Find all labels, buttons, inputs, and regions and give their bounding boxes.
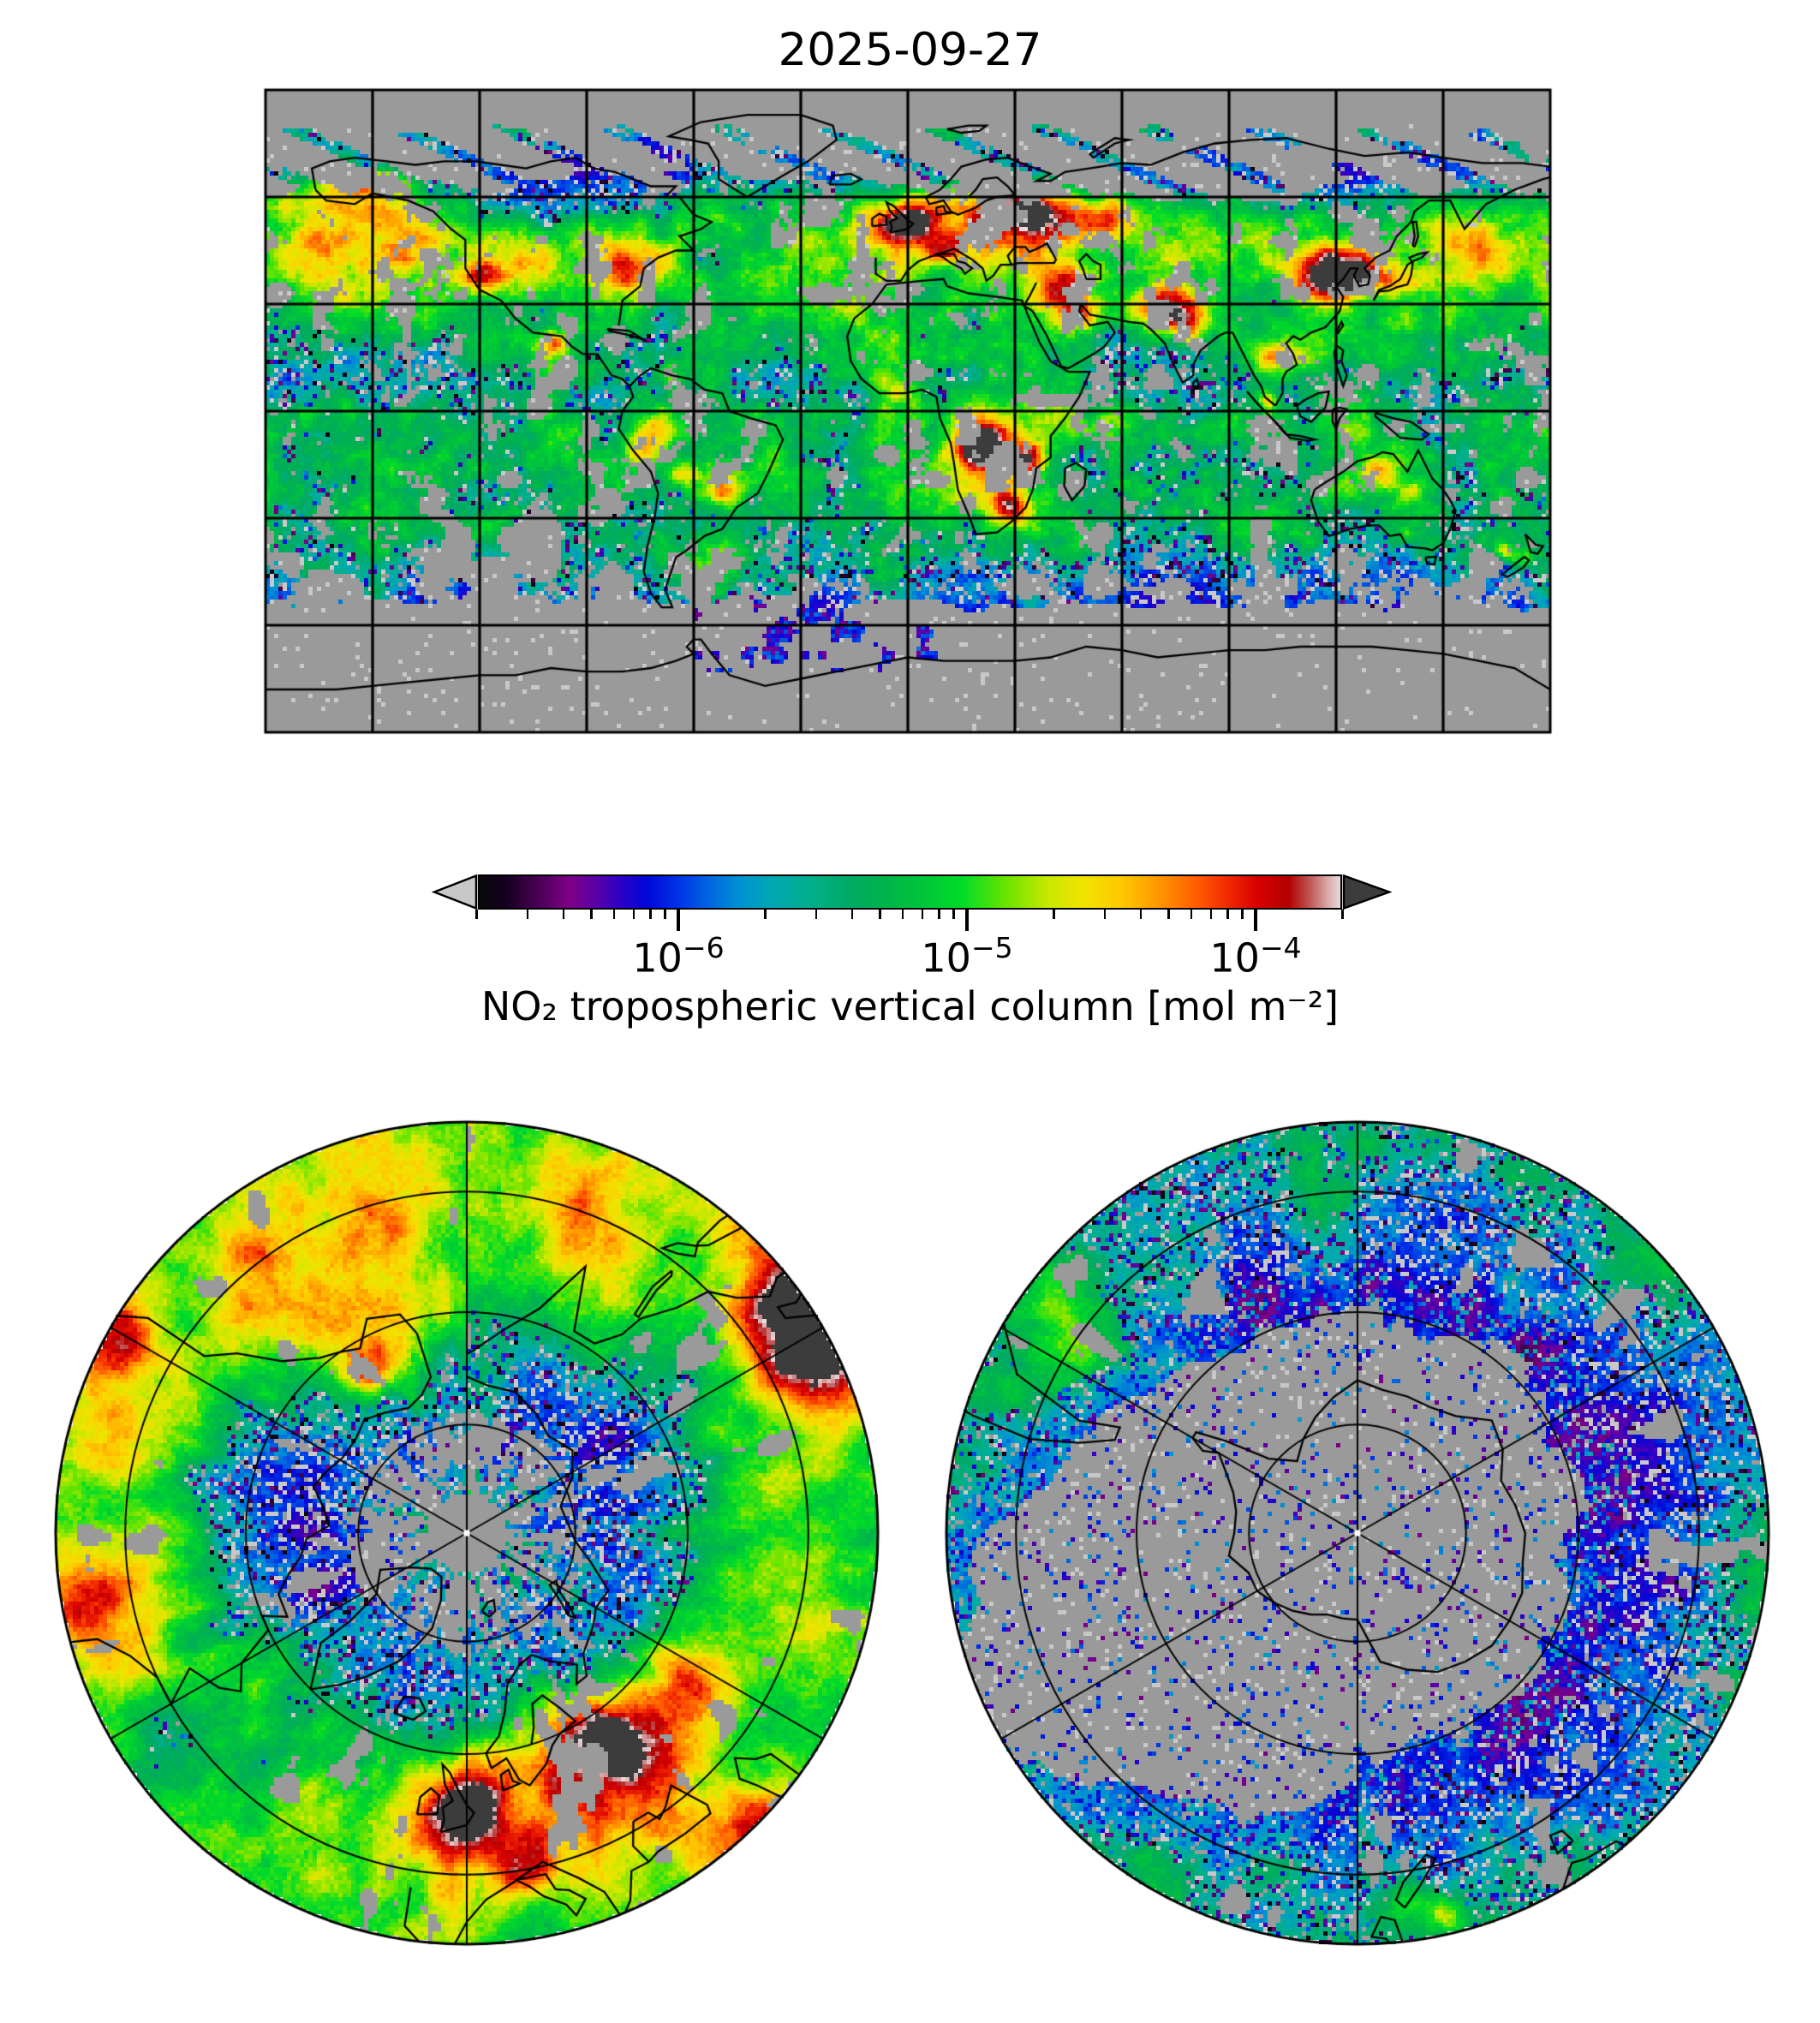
- colorbar-minor-tick: [1190, 910, 1193, 919]
- north-polar-map-canvas: [56, 1122, 878, 1944]
- colorbar-minor-tick: [590, 910, 593, 919]
- global-map-panel: [266, 90, 1550, 732]
- south-polar-panel: [946, 1122, 1769, 1944]
- north-polar-panel: [56, 1122, 878, 1944]
- colorbar-minor-tick: [879, 910, 881, 919]
- colorbar-minor-tick: [901, 910, 904, 919]
- colorbar-minor-tick: [815, 910, 818, 919]
- colorbar-minor-tick: [612, 910, 616, 919]
- colorbar-minor-tick: [1209, 910, 1213, 919]
- global-no2-map-canvas: [266, 90, 1550, 732]
- colorbar-minor-tick: [562, 910, 565, 919]
- colorbar-minor-tick: [764, 910, 767, 919]
- colorbar-ticklabel-1e-4: 10−4: [1209, 931, 1302, 982]
- colorbar-minor-tick: [1241, 910, 1244, 919]
- colorbar-major-tick: [677, 910, 680, 931]
- colorbar-minor-tick: [938, 910, 940, 919]
- colorbar-under-arrow: [432, 874, 478, 910]
- colorbar-minor-tick: [1226, 910, 1229, 919]
- colorbar-minor-tick: [664, 910, 666, 919]
- colorbar-minor-tick: [526, 910, 529, 919]
- colorbar-over-arrow: [1342, 874, 1392, 910]
- colorbar-minor-tick: [475, 910, 478, 919]
- colorbar-minor-tick: [850, 910, 854, 919]
- colorbar-minor-tick: [1103, 910, 1107, 919]
- colorbar-minor-tick: [1341, 910, 1344, 919]
- colorbar-minor-tick: [632, 910, 636, 919]
- colorbar-axis-label: NO₂ tropospheric vertical column [mol m⁻…: [480, 983, 1340, 1029]
- colorbar-minor-tick: [1167, 910, 1170, 919]
- colorbar-major-tick: [965, 910, 969, 931]
- colorbar-minor-tick: [921, 910, 924, 919]
- colorbar-minor-tick: [649, 910, 652, 919]
- colorbar-ticklabel-1e-6: 10−6: [632, 931, 725, 982]
- south-polar-map-canvas: [946, 1122, 1769, 1944]
- colorbar-minor-tick: [1053, 910, 1055, 919]
- colorbar-ticklabel-1e-5: 10−5: [921, 931, 1013, 982]
- colorbar-gradient: [478, 874, 1342, 910]
- colorbar-minor-tick: [1139, 910, 1143, 919]
- colorbar-major-tick: [1254, 910, 1257, 931]
- figure-title: 2025-09-27: [778, 24, 1042, 76]
- colorbar-minor-tick: [952, 910, 955, 919]
